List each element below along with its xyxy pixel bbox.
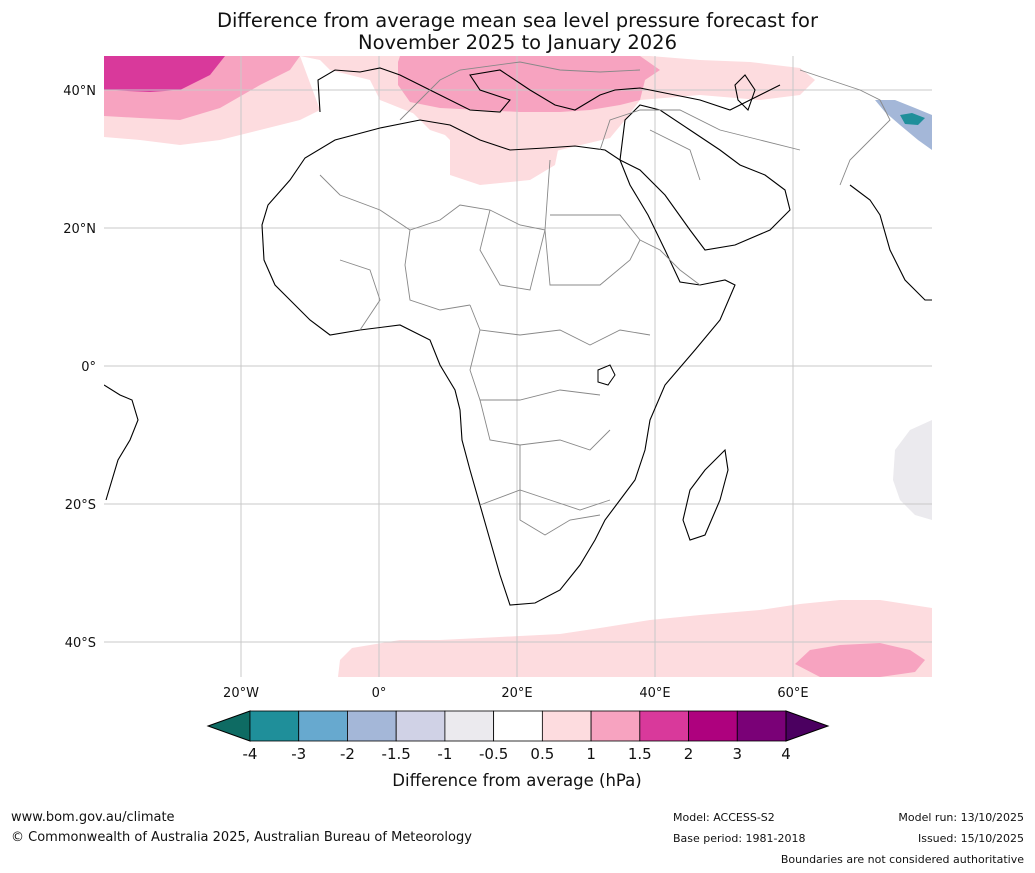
- colorbar-label: Difference from average (hPa): [392, 771, 641, 790]
- south-america-coastline: [104, 384, 139, 501]
- colorbar-tick-label: 0.5: [530, 745, 554, 763]
- longitude-labels: 20°W 0° 20°E 40°E 60°E: [223, 686, 809, 701]
- india-coastline: [849, 184, 932, 301]
- madagascar-coastline: [682, 448, 729, 541]
- colorbar-swatch: [249, 710, 300, 742]
- colorbar-tick-label: 4: [781, 745, 791, 763]
- colorbar-swatch: [298, 710, 348, 742]
- footer-model: Model: ACCESS-S2: [673, 811, 775, 824]
- colorbar-tick-label: 1.5: [628, 745, 652, 763]
- anomaly-0.5-1-north-africa: [380, 95, 620, 185]
- lat-label-0: 0°: [81, 360, 96, 375]
- coastlines: [104, 67, 932, 606]
- colorbar-swatch: [688, 710, 738, 742]
- colorbar-swatch: [444, 710, 495, 742]
- chart-title: Difference from average mean sea level p…: [0, 10, 1035, 54]
- anomaly-0.5-1-south: [338, 600, 932, 677]
- colorbar-tick-label: -1.5: [382, 745, 411, 763]
- lon-label-0: 0°: [372, 686, 387, 701]
- colorbar-swatch: [590, 710, 641, 742]
- colorbar-tick-label: 3: [732, 745, 742, 763]
- colorbar-tick-label: -1: [437, 745, 452, 763]
- colorbar-swatch: [395, 710, 446, 742]
- colorbar-swatch: [639, 710, 689, 742]
- colorbar-over-arrow: [785, 710, 830, 742]
- colorbar-swatch: [347, 710, 397, 742]
- lon-label-20w: 20°W: [223, 686, 259, 701]
- lake-victoria: [597, 364, 616, 386]
- anomaly-neg-himalaya-core: [900, 113, 925, 125]
- anomaly-neg-indian-ocean: [893, 420, 932, 520]
- lon-label-40e: 40°E: [639, 686, 670, 701]
- lat-label-40s: 40°S: [65, 636, 96, 651]
- anomaly-1-1.5-mediterranean: [398, 56, 660, 112]
- lon-label-20e: 20°E: [501, 686, 532, 701]
- caspian-coastline: [734, 74, 756, 112]
- colorbar-tick-label: 1: [586, 745, 596, 763]
- anomaly-1-1.5-south: [795, 643, 925, 677]
- footer-base-period: Base period: 1981-2018: [673, 832, 806, 845]
- anomaly-neg-himalaya: [875, 100, 932, 150]
- colorbar: -4 -3 -2 -1.5 -1 -0.5 0.5 1 1.5 2 3 4: [206, 710, 830, 763]
- gridlines: [104, 56, 932, 677]
- title-line-1: Difference from average mean sea level p…: [217, 9, 818, 32]
- colorbar-tick-label: -3: [291, 745, 306, 763]
- footer-copyright: © Commonwealth of Australia 2025, Austra…: [11, 830, 472, 845]
- footer-model-run: Model run: 13/10/2025: [898, 811, 1024, 824]
- colorbar-swatch: [541, 710, 592, 742]
- colorbar-under-arrow: [206, 710, 251, 742]
- map-plot-area: [104, 56, 932, 677]
- latitude-labels: 40°N 20°N 0° 20°S 40°S: [63, 84, 96, 651]
- colorbar-tick-label: -0.5: [479, 745, 508, 763]
- lat-label-20s: 20°S: [65, 498, 96, 513]
- colorbar-swatch: [736, 710, 787, 742]
- arabia-coastline: [619, 104, 791, 251]
- footer-disclaimer: Boundaries are not considered authoritat…: [780, 853, 1024, 866]
- anomaly-1.5-2-atlantic: [104, 56, 225, 92]
- lat-label-40n: 40°N: [63, 84, 96, 99]
- africa-coastline: [261, 119, 736, 606]
- colorbar-tick-label: -4: [243, 745, 258, 763]
- europe-coastline: [317, 67, 781, 113]
- lat-label-20n: 20°N: [63, 222, 96, 237]
- footer-issued: Issued: 15/10/2025: [917, 832, 1024, 845]
- lon-label-60e: 60°E: [777, 686, 808, 701]
- colorbar-swatch: [493, 710, 543, 742]
- colorbar-tick-label: -2: [340, 745, 355, 763]
- footer-website: www.bom.gov.au/climate: [11, 810, 175, 825]
- colorbar-tick-label: 2: [684, 745, 694, 763]
- title-line-2: November 2025 to January 2026: [358, 31, 677, 54]
- country-borders: [319, 61, 891, 536]
